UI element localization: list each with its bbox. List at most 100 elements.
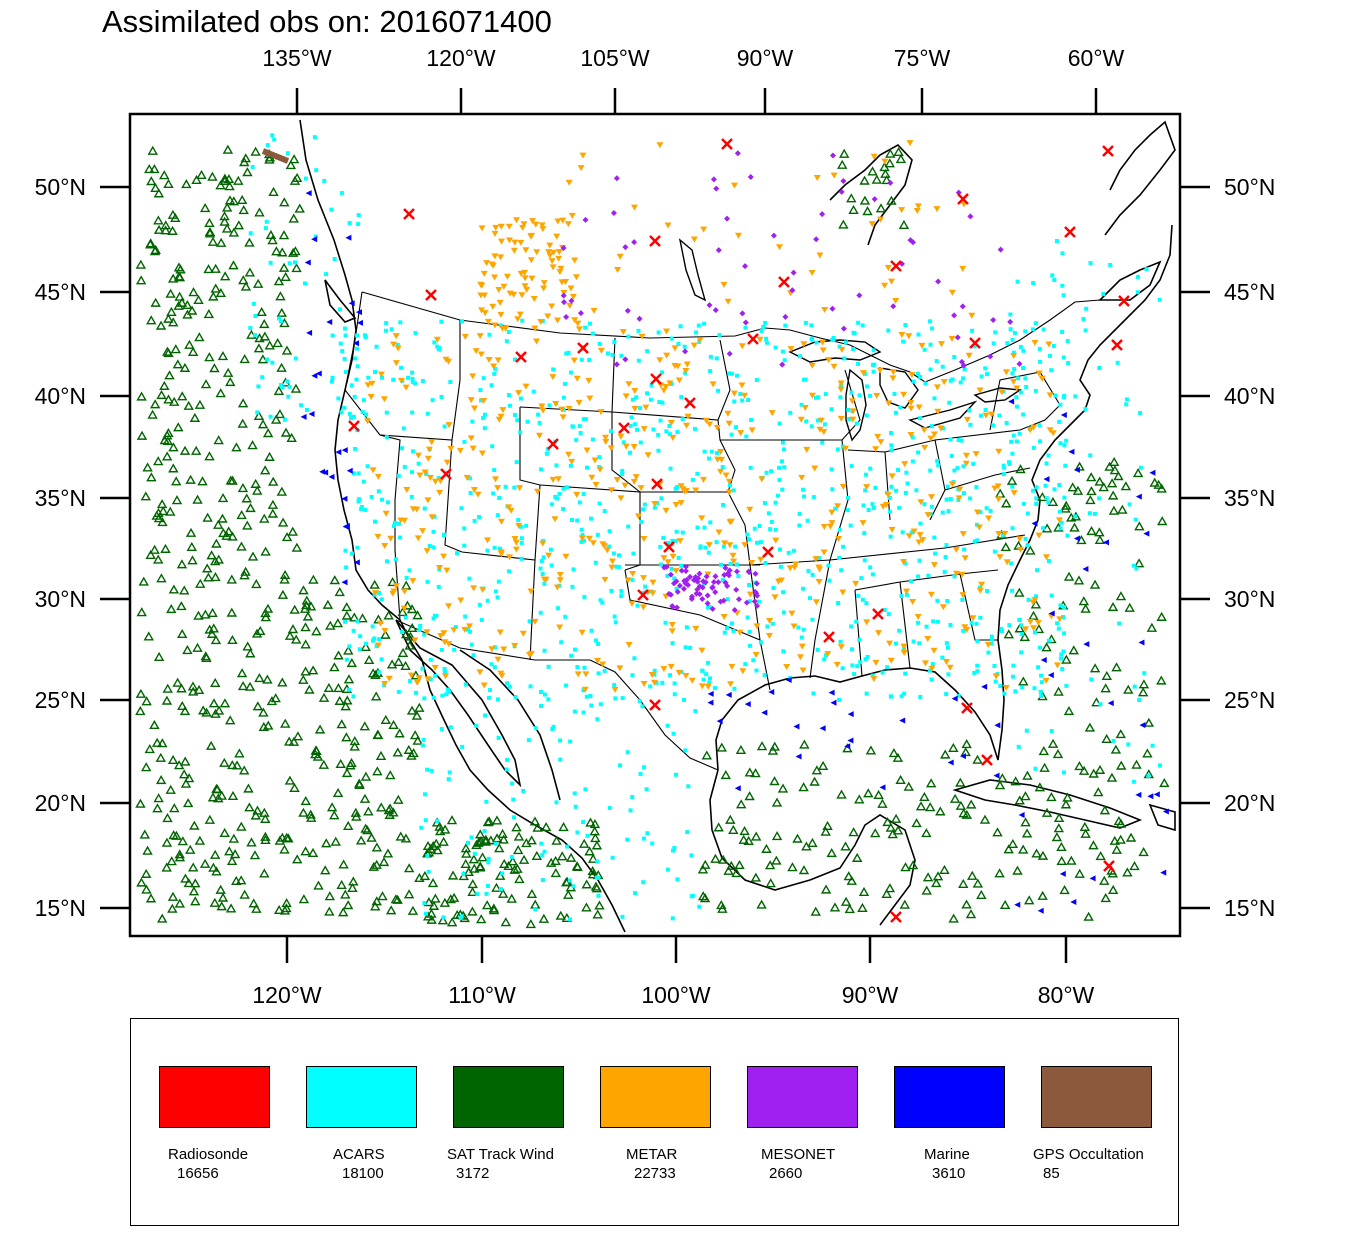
mesonet-marker <box>622 244 629 251</box>
acars-marker <box>717 333 722 338</box>
sat-track-wind-marker <box>237 418 248 428</box>
acars-marker <box>873 485 878 490</box>
acars-marker <box>709 449 714 454</box>
metar-marker <box>437 633 445 640</box>
metar-marker <box>489 303 497 310</box>
metar-marker <box>961 624 969 631</box>
marine-marker <box>785 677 792 684</box>
acars-marker <box>570 424 575 429</box>
acars-marker <box>609 588 614 593</box>
acars-marker <box>1135 290 1140 295</box>
sat-track-wind-marker <box>955 800 967 810</box>
acars-marker <box>777 547 782 552</box>
acars-marker <box>707 605 712 610</box>
acars-marker <box>541 555 546 560</box>
sat-track-wind-marker <box>147 145 158 155</box>
acars-marker <box>354 333 359 338</box>
acars-marker <box>374 344 379 349</box>
sat-track-wind-marker <box>259 868 270 878</box>
metar-marker <box>424 497 432 504</box>
metar-marker <box>717 468 725 475</box>
metar-marker <box>559 414 567 421</box>
acars-marker <box>660 680 665 685</box>
metar-marker <box>907 399 915 406</box>
acars-marker <box>649 383 654 388</box>
metar-marker <box>630 478 638 485</box>
sat-track-wind-marker <box>557 851 568 861</box>
metar-marker <box>909 598 917 605</box>
sat-track-wind-marker <box>182 309 193 319</box>
sat-track-wind-marker <box>229 849 241 859</box>
sat-track-wind-marker <box>213 793 224 803</box>
acars-marker <box>380 497 385 502</box>
acars-marker <box>898 405 903 410</box>
legend-label: Marine <box>924 1146 970 1163</box>
acars-marker <box>796 625 801 630</box>
sat-track-wind-marker <box>809 776 820 786</box>
acars-marker <box>847 416 852 421</box>
acars-marker <box>705 660 710 665</box>
acars-marker <box>459 506 464 511</box>
acars-marker <box>1023 536 1028 541</box>
sat-track-wind-marker <box>798 782 809 792</box>
acars-marker <box>588 693 593 698</box>
acars-marker <box>410 379 415 384</box>
metar-marker <box>706 421 714 428</box>
acars-marker <box>546 697 551 702</box>
acars-marker <box>899 694 904 699</box>
sat-track-wind-marker <box>888 748 900 758</box>
sat-track-wind-marker <box>217 892 229 902</box>
mesonet-marker <box>739 310 746 317</box>
acars-marker <box>852 672 857 677</box>
acars-marker <box>445 687 450 692</box>
sat-track-wind-marker <box>406 705 418 715</box>
acars-marker <box>744 434 749 439</box>
acars-marker <box>640 704 645 709</box>
acars-marker <box>931 619 936 624</box>
acars-marker <box>563 381 568 386</box>
acars-marker <box>607 805 612 810</box>
sat-track-wind-marker <box>437 915 449 925</box>
acars-marker <box>721 544 726 549</box>
acars-marker <box>886 328 891 333</box>
metar-marker <box>682 367 690 374</box>
metar-marker <box>569 293 577 300</box>
acars-marker <box>340 349 345 354</box>
acars-marker <box>507 403 512 408</box>
sat-track-wind-marker <box>385 770 396 780</box>
acars-marker <box>1038 689 1043 694</box>
atlantic-coastline <box>997 224 1173 641</box>
sat-track-wind-marker <box>341 732 352 742</box>
lake-ontario <box>973 387 1023 403</box>
acars-marker <box>469 835 474 840</box>
acars-marker <box>958 380 963 385</box>
sat-track-wind-marker <box>300 622 311 632</box>
sat-track-wind-marker <box>288 154 300 164</box>
sat-track-wind-marker <box>565 852 577 862</box>
acars-marker <box>538 467 543 472</box>
acars-marker <box>928 511 933 516</box>
acars-marker <box>423 792 428 797</box>
sat-track-wind-marker <box>176 601 187 611</box>
metar-marker <box>413 506 421 513</box>
mesonet-marker <box>622 356 629 363</box>
sat-track-wind-marker <box>1073 575 1085 585</box>
sat-track-wind-marker <box>495 870 506 880</box>
metar-marker <box>837 644 845 651</box>
marine-marker <box>341 447 348 454</box>
metar-marker <box>917 499 925 506</box>
mesonet-marker <box>709 605 716 612</box>
metar-marker <box>407 672 415 679</box>
legend-swatch <box>894 1066 1005 1128</box>
acars-marker <box>399 365 404 370</box>
acars-marker <box>1046 638 1051 643</box>
mesonet-marker <box>710 579 717 586</box>
sat-track-wind-marker <box>817 760 829 771</box>
metar-marker <box>503 273 511 280</box>
acars-marker <box>272 137 277 142</box>
sat-track-wind-marker <box>409 730 421 740</box>
metar-marker <box>748 560 756 567</box>
metar-marker <box>902 588 910 595</box>
acars-marker <box>1064 438 1069 443</box>
metar-marker <box>463 474 471 481</box>
